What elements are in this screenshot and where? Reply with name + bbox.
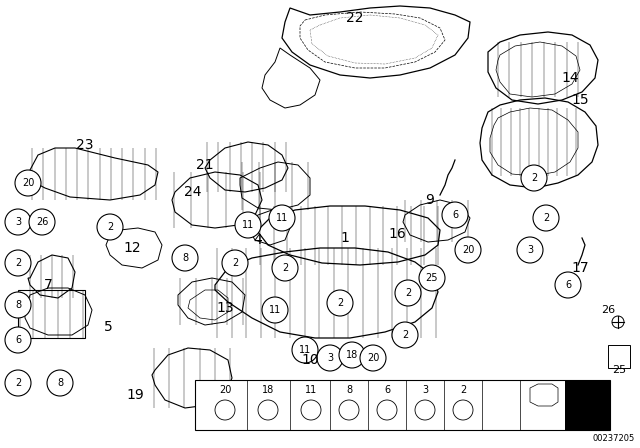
Circle shape	[327, 290, 353, 316]
Text: 5: 5	[104, 320, 113, 334]
Text: 8: 8	[182, 253, 188, 263]
Circle shape	[172, 245, 198, 271]
Bar	[608, 345, 630, 368]
Text: 10: 10	[301, 353, 319, 367]
Text: 17: 17	[571, 261, 589, 275]
Text: 8: 8	[57, 378, 63, 388]
Text: 13: 13	[216, 301, 234, 315]
Circle shape	[395, 280, 421, 306]
Text: 20: 20	[22, 178, 34, 188]
Circle shape	[222, 250, 248, 276]
Text: 26: 26	[36, 217, 48, 227]
Text: 2: 2	[543, 213, 549, 223]
Text: 18: 18	[262, 385, 274, 395]
Text: 2: 2	[15, 378, 21, 388]
Text: 22: 22	[346, 11, 364, 25]
Circle shape	[97, 214, 123, 240]
Circle shape	[339, 342, 365, 368]
Circle shape	[392, 322, 418, 348]
Text: 7: 7	[44, 278, 52, 292]
Text: 23: 23	[76, 138, 93, 152]
Text: 6: 6	[15, 335, 21, 345]
Text: 3: 3	[527, 245, 533, 255]
Text: 2: 2	[107, 222, 113, 232]
Text: 11: 11	[242, 220, 254, 230]
Circle shape	[5, 209, 31, 235]
Text: 11: 11	[269, 305, 281, 315]
Text: 25: 25	[426, 273, 438, 283]
Circle shape	[262, 297, 288, 323]
Text: 26: 26	[601, 305, 615, 315]
Text: 24: 24	[184, 185, 202, 199]
Text: 12: 12	[123, 241, 141, 255]
Text: 6: 6	[452, 210, 458, 220]
Text: 2: 2	[282, 263, 288, 273]
Text: 20: 20	[219, 385, 231, 395]
Circle shape	[235, 212, 261, 238]
Text: 2: 2	[405, 288, 411, 298]
Circle shape	[5, 370, 31, 396]
Circle shape	[15, 170, 41, 196]
Circle shape	[360, 345, 386, 371]
Circle shape	[317, 345, 343, 371]
Circle shape	[5, 250, 31, 276]
Circle shape	[5, 292, 31, 318]
Circle shape	[455, 237, 481, 263]
Text: 6: 6	[565, 280, 571, 290]
Text: 8: 8	[346, 385, 352, 395]
Bar	[565, 380, 610, 430]
Circle shape	[555, 272, 581, 298]
Circle shape	[269, 205, 295, 231]
Text: 11: 11	[305, 385, 317, 395]
Text: 11: 11	[299, 345, 311, 355]
Text: 20: 20	[367, 353, 379, 363]
Text: 2: 2	[232, 258, 238, 268]
Text: 3: 3	[327, 353, 333, 363]
Circle shape	[442, 202, 468, 228]
Text: 11: 11	[276, 213, 288, 223]
Text: 25: 25	[612, 365, 626, 375]
Bar	[195, 380, 610, 430]
Text: 3: 3	[15, 217, 21, 227]
Circle shape	[29, 209, 55, 235]
Circle shape	[272, 255, 298, 281]
Text: 2: 2	[15, 258, 21, 268]
Text: 15: 15	[571, 93, 589, 107]
Text: 00237205: 00237205	[593, 434, 635, 443]
Text: 3: 3	[422, 385, 428, 395]
Circle shape	[517, 237, 543, 263]
Text: 21: 21	[196, 158, 214, 172]
Text: 14: 14	[561, 71, 579, 85]
Circle shape	[419, 265, 445, 291]
Circle shape	[292, 337, 318, 363]
Text: 6: 6	[384, 385, 390, 395]
Text: 16: 16	[388, 227, 406, 241]
Text: 18: 18	[346, 350, 358, 360]
Text: 1: 1	[340, 231, 349, 245]
Text: 20: 20	[462, 245, 474, 255]
Text: 8: 8	[15, 300, 21, 310]
Text: 2: 2	[337, 298, 343, 308]
Text: 9: 9	[426, 193, 435, 207]
Text: 2: 2	[460, 385, 466, 395]
Circle shape	[47, 370, 73, 396]
Text: 19: 19	[126, 388, 144, 402]
Text: 4: 4	[253, 233, 262, 247]
Circle shape	[521, 165, 547, 191]
Circle shape	[533, 205, 559, 231]
Text: 2: 2	[531, 173, 537, 183]
Text: 2: 2	[402, 330, 408, 340]
Circle shape	[5, 327, 31, 353]
